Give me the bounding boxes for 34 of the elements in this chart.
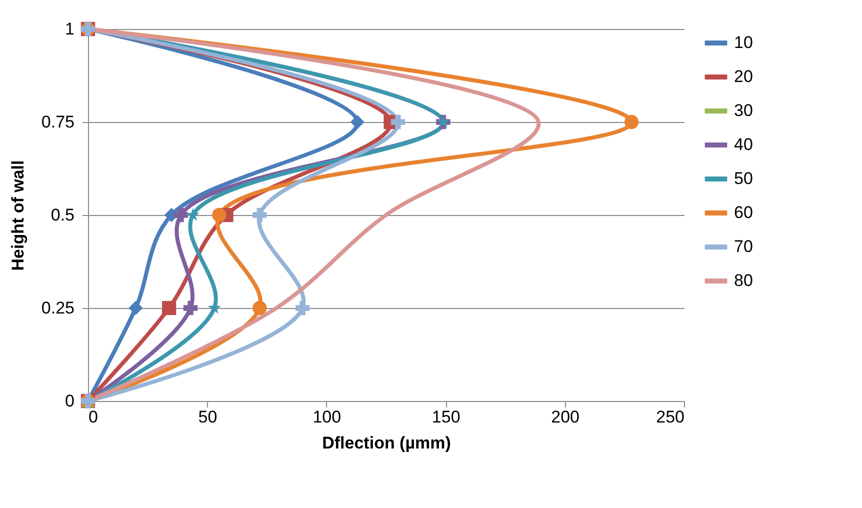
x-tick-label: 250: [656, 408, 684, 426]
legend-label: 20: [734, 67, 753, 86]
legend-label: 70: [734, 237, 753, 256]
x-tick-label: 200: [551, 408, 580, 426]
point: [162, 300, 176, 316]
y-axis-title: Height of wall: [8, 160, 28, 271]
legend-label: 10: [734, 33, 753, 52]
y-tick-label: 0.75: [41, 112, 74, 132]
legend-label: 50: [734, 169, 753, 188]
legend-label: 60: [734, 203, 753, 222]
x-tick-label: 50: [198, 408, 218, 426]
legend-label: 80: [734, 271, 753, 290]
y-tick-label: 0.5: [50, 206, 74, 224]
point: [212, 208, 226, 222]
point: [252, 300, 267, 316]
point: [128, 300, 143, 316]
point: [624, 114, 639, 130]
point: [186, 208, 200, 221]
point: [390, 114, 405, 130]
point: [174, 208, 188, 222]
legend-label: 30: [734, 101, 753, 120]
point: [208, 300, 222, 314]
point: [252, 208, 267, 222]
x-tick-label: 0: [88, 408, 98, 426]
legend-label: 40: [734, 135, 753, 154]
y-tick-label: 1: [65, 20, 74, 38]
x-tick-label: 100: [312, 408, 342, 426]
y-tick-label: 0.25: [41, 298, 74, 318]
y-tick-label: 0: [65, 392, 74, 410]
x-axis-title: Dflection (µmm): [322, 434, 451, 452]
x-tick-label: 150: [432, 408, 460, 426]
point: [183, 300, 198, 316]
point: [295, 300, 310, 316]
point: [350, 114, 364, 130]
